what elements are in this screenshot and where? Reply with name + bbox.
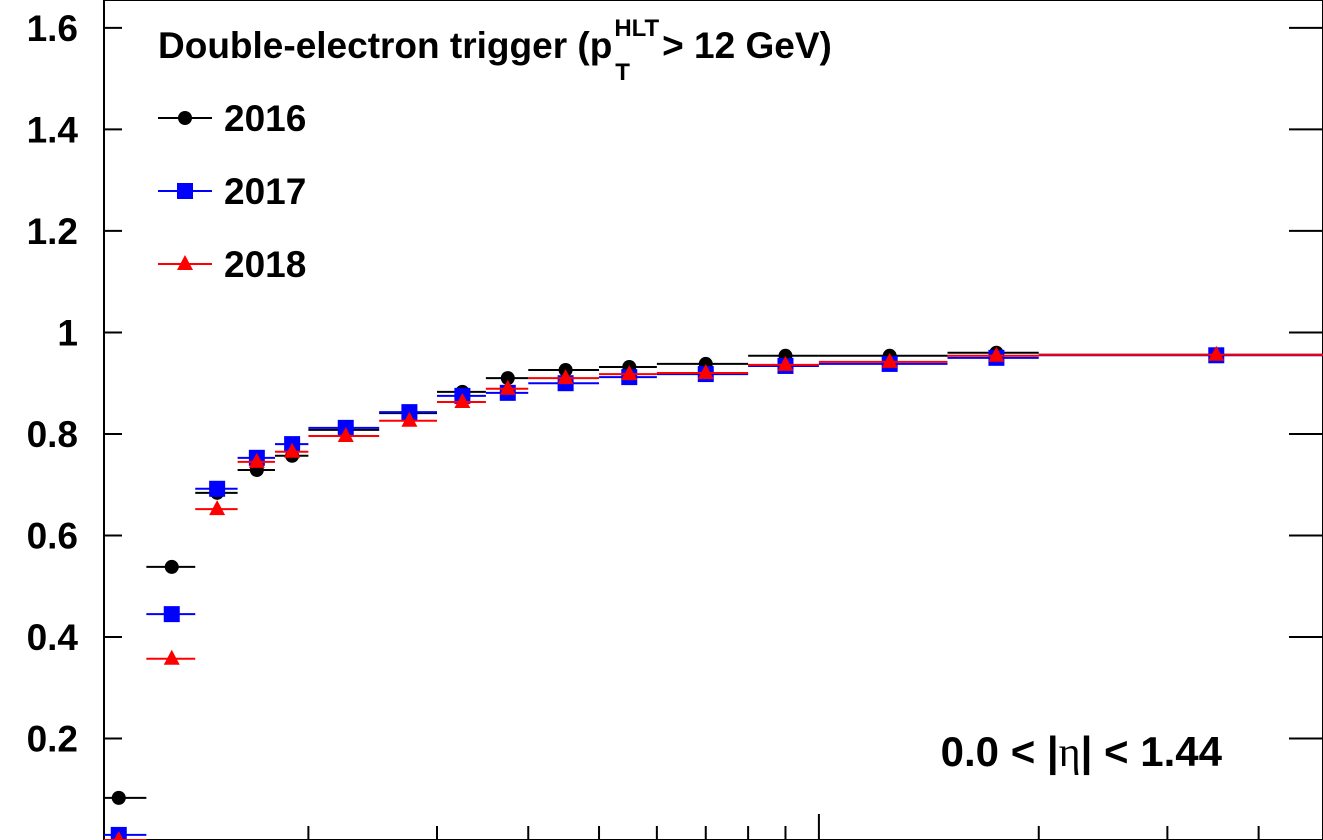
y-tick-label: 1.4 xyxy=(27,109,79,150)
chart-title: Double-electron trigger (pHLT T > 12 GeV) xyxy=(158,15,832,86)
y-tick-label: 1 xyxy=(57,312,78,353)
marker xyxy=(209,480,226,497)
marker xyxy=(209,500,226,516)
y-tick-label: 0.6 xyxy=(27,515,78,556)
legend-marker xyxy=(177,255,193,270)
legend-marker xyxy=(178,111,192,125)
marker xyxy=(557,369,574,385)
y-tick-label: 0.8 xyxy=(27,414,78,455)
annotation: 0.0 < |η| < 1.44 xyxy=(941,728,1223,776)
title-main: Double-electron trigger (p xyxy=(158,25,612,66)
legend-label: 2016 xyxy=(224,98,306,139)
marker xyxy=(499,379,516,395)
y-tick-label: 0.2 xyxy=(27,718,78,759)
marker xyxy=(621,365,638,381)
marker xyxy=(111,790,126,805)
legend-marker xyxy=(177,183,193,199)
marker xyxy=(163,649,180,665)
marker xyxy=(881,352,898,368)
marker xyxy=(284,442,301,458)
marker xyxy=(454,392,471,408)
marker xyxy=(248,452,265,468)
marker xyxy=(1208,345,1225,361)
legend-label: 2018 xyxy=(224,244,306,285)
y-tick-label: 0.4 xyxy=(27,617,79,658)
marker xyxy=(337,426,354,442)
title-rest: > 12 GeV) xyxy=(652,25,832,66)
marker xyxy=(500,371,515,386)
marker xyxy=(697,364,714,380)
legend-label: 2017 xyxy=(224,171,306,212)
plot-frame xyxy=(103,0,1323,840)
y-tick-label: 1.6 xyxy=(27,8,78,49)
marker xyxy=(401,411,418,427)
annotation-symbol: η xyxy=(1059,730,1081,776)
title-superscript: HLT xyxy=(614,15,659,42)
title-subscript: T xyxy=(615,59,630,86)
marker xyxy=(163,606,180,623)
y-tick-label: 1.2 xyxy=(27,211,78,252)
marker xyxy=(113,831,124,840)
plot-area xyxy=(104,345,1323,840)
annotation-before: 0.0 < | xyxy=(941,728,1059,776)
marker xyxy=(164,559,179,574)
marker xyxy=(988,346,1005,362)
annotation-after: | < 1.44 xyxy=(1081,728,1223,776)
marker xyxy=(777,355,794,371)
